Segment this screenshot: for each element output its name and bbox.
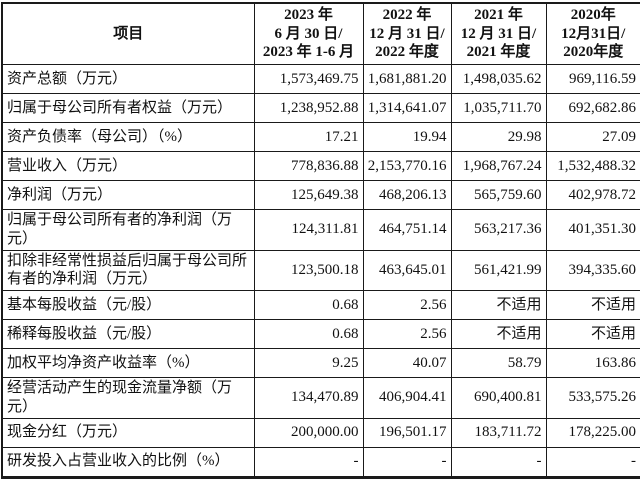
period-year: 2023 年 [284, 6, 333, 23]
row-label: 净利润（万元） [1, 180, 255, 210]
table-row: 加权平均净资产收益率（%） 9.25 40.07 58.79 163.86 [1, 348, 640, 378]
row-value-2021: 不适用 [450, 319, 547, 349]
row-value-2022: 406,904.41 [362, 377, 452, 419]
col-header-2020: 2020年 12月31日/ 2020年度 [545, 2, 640, 65]
row-label: 归属于母公司所有者权益（万元） [1, 93, 255, 123]
table-row: 归属于母公司所有者权益（万元） 1,238,952.88 1,314,641.0… [1, 93, 640, 123]
row-label: 经营活动产生的现金流量净额（万元） [1, 377, 255, 419]
row-value-2023: 0.68 [253, 319, 364, 349]
row-label: 归属于母公司所有者的净利润（万元） [1, 209, 255, 251]
row-label: 扣除非经常性损益后归属于母公司所有者的净利润（万元） [1, 249, 255, 291]
row-label: 营业收入（万元） [1, 151, 255, 181]
row-value-2021: 563,217.36 [450, 209, 547, 251]
table-row: 资产负债率（母公司）（%） 17.21 19.94 29.98 27.09 [1, 122, 640, 152]
col-header-2021: 2021 年 12 月 31 日/ 2021 年度 [450, 2, 547, 65]
row-value-2022: 463,645.01 [362, 249, 452, 291]
row-value-2020: 401,351.30 [545, 209, 640, 251]
row-value-2022: 1,681,881.20 [362, 64, 452, 94]
period-year: 2021 年 [474, 6, 523, 23]
row-value-2023: - [253, 446, 364, 478]
row-value-2020: 1,532,488.32 [545, 151, 640, 181]
row-value-2020: 27.09 [545, 122, 640, 152]
period-date: 6 月 30 日/ [274, 25, 343, 42]
row-value-2023: 123,500.18 [253, 249, 364, 291]
row-label: 资产总额（万元） [1, 64, 255, 94]
row-value-2021: 不适用 [450, 290, 547, 320]
row-value-2021: 1,035,711.70 [450, 93, 547, 123]
row-value-2020: 不适用 [545, 319, 640, 349]
row-value-2022: 2.56 [362, 319, 452, 349]
table-body: 资产总额（万元） 1,573,469.75 1,681,881.20 1,498… [1, 64, 640, 478]
period-range: 2022 年度 [375, 44, 439, 61]
table-row: 资产总额（万元） 1,573,469.75 1,681,881.20 1,498… [1, 64, 640, 94]
row-value-2020: 969,116.59 [545, 64, 640, 94]
row-value-2022: 1,314,641.07 [362, 93, 452, 123]
period-range: 2021 年度 [466, 44, 531, 61]
row-value-2023: 134,470.89 [253, 377, 364, 419]
row-value-2023: 9.25 [253, 348, 364, 378]
row-value-2023: 125,649.38 [253, 180, 364, 210]
row-label: 研发投入占营业收入的比例（%） [1, 446, 255, 478]
row-value-2023: 1,573,469.75 [253, 64, 364, 94]
row-value-2023: 778,836.88 [253, 151, 364, 181]
row-value-2020: 不适用 [545, 290, 640, 320]
row-value-2021: 690,400.81 [450, 377, 547, 419]
row-value-2022: - [362, 446, 452, 478]
row-value-2022: 468,206.13 [362, 180, 452, 210]
row-value-2022: 464,751.14 [362, 209, 452, 251]
row-value-2021: 29.98 [450, 122, 547, 152]
row-label: 稀释每股收益（元/股） [1, 319, 255, 349]
table-row: 基本每股收益（元/股） 0.68 2.56 不适用 不适用 [1, 290, 640, 320]
period-date: 12 月 31 日/ [460, 25, 537, 42]
row-value-2020: 402,978.72 [545, 180, 640, 210]
period-range: 2020年度 [563, 44, 624, 61]
col-header-item: 项目 [1, 2, 255, 65]
row-value-2021: 1,498,035.62 [450, 64, 547, 94]
row-label: 基本每股收益（元/股） [1, 290, 255, 320]
row-value-2020: 394,335.60 [545, 249, 640, 291]
row-value-2021: 565,759.60 [450, 180, 547, 210]
table-row: 净利润（万元） 125,649.38 468,206.13 565,759.60… [1, 180, 640, 210]
period-year: 2020年 [570, 6, 616, 23]
row-value-2020: 533,575.26 [545, 377, 640, 419]
table-row: 研发投入占营业收入的比例（%） - - - - [1, 446, 640, 478]
row-value-2021: 58.79 [450, 348, 547, 378]
table-row: 扣除非经常性损益后归属于母公司所有者的净利润（万元） 123,500.18 46… [1, 249, 640, 291]
row-value-2022: 2.56 [362, 290, 452, 320]
row-value-2020: 163.86 [545, 348, 640, 378]
table-row: 稀释每股收益（元/股） 0.68 2.56 不适用 不适用 [1, 319, 640, 349]
table-row: 归属于母公司所有者的净利润（万元） 124,311.81 464,751.14 … [1, 209, 640, 251]
row-label: 资产负债率（母公司）（%） [1, 122, 255, 152]
period-year: 2022 年 [382, 6, 432, 23]
row-value-2020: 692,682.86 [545, 93, 640, 123]
period-date: 12 月 31 日/ [369, 25, 445, 42]
period-range: 2023 年 1-6 月 [262, 44, 355, 61]
col-header-2023: 2023 年 6 月 30 日/ 2023 年 1-6 月 [253, 2, 364, 65]
row-value-2021: 1,968,767.24 [450, 151, 547, 181]
period-date: 12月31日/ [561, 25, 626, 42]
row-value-2022: 2,153,770.16 [362, 151, 452, 181]
table-row: 经营活动产生的现金流量净额（万元） 134,470.89 406,904.41 … [1, 377, 640, 419]
row-value-2022: 19.94 [362, 122, 452, 152]
item-header-label: 项目 [113, 25, 144, 42]
row-value-2023: 17.21 [253, 122, 364, 152]
header-row: 项目 2023 年 6 月 30 日/ 2023 年 1-6 月 2022 年 … [1, 2, 640, 65]
table-row: 营业收入（万元） 778,836.88 2,153,770.16 1,968,7… [1, 151, 640, 181]
row-label: 加权平均净资产收益率（%） [1, 348, 255, 378]
row-value-2020: - [545, 446, 640, 478]
row-value-2023: 0.68 [253, 290, 364, 320]
row-value-2021: - [450, 446, 547, 478]
row-value-2023: 1,238,952.88 [253, 93, 364, 123]
col-header-2022: 2022 年 12 月 31 日/ 2022 年度 [362, 2, 452, 65]
row-value-2023: 124,311.81 [253, 209, 364, 251]
row-value-2021: 561,421.99 [450, 249, 547, 291]
row-value-2022: 40.07 [362, 348, 452, 378]
